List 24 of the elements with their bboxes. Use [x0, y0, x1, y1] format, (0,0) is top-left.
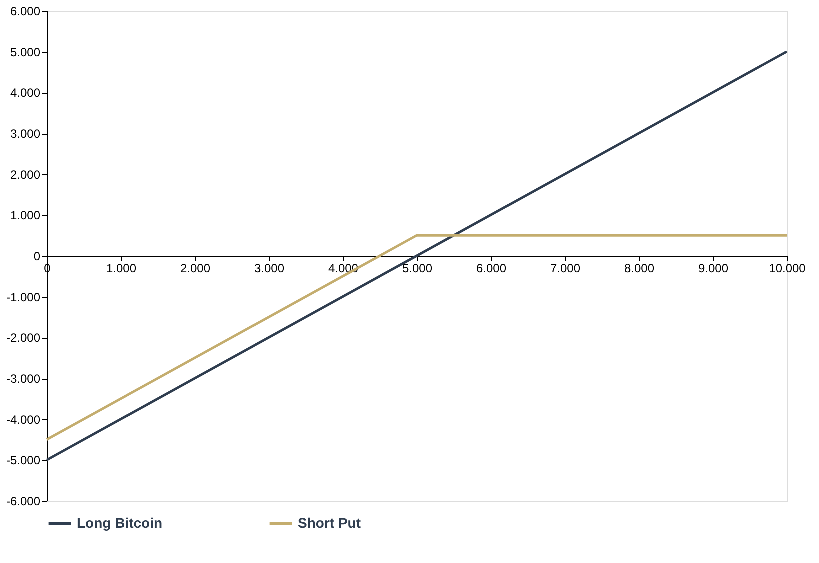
x-tick-label: 7.000: [550, 262, 581, 276]
x-tick-label: 9.000: [698, 262, 729, 276]
y-tick-label: 6.000: [10, 4, 41, 18]
x-tick-label: 2.000: [180, 262, 211, 276]
y-tick-label: -1.000: [6, 290, 41, 304]
y-tick-label: 5.000: [10, 45, 41, 60]
x-tick-label: 10.000: [769, 262, 806, 276]
x-tick-label: 1.000: [106, 262, 137, 276]
y-tick-label: -3.000: [6, 372, 41, 386]
y-tick-label: -5.000: [6, 454, 41, 468]
y-tick-label: -4.000: [6, 412, 41, 427]
legend-label: Long Bitcoin: [77, 515, 163, 531]
y-tick-label: -2.000: [6, 331, 41, 346]
x-tick-label: 5.000: [402, 262, 433, 276]
x-tick-label: 8.000: [624, 262, 655, 276]
y-tick-label: -6.000: [6, 494, 41, 508]
x-tick-label: 3.000: [254, 262, 285, 276]
x-tick-label: 6.000: [476, 262, 507, 276]
y-tick-label: 3.000: [10, 127, 41, 141]
y-tick-label: 2.000: [10, 168, 41, 182]
legend-label: Short Put: [298, 515, 362, 531]
y-tick-label: 1.000: [10, 208, 41, 223]
y-tick-label: 0: [34, 250, 41, 264]
y-tick-label: 4.000: [10, 86, 41, 100]
